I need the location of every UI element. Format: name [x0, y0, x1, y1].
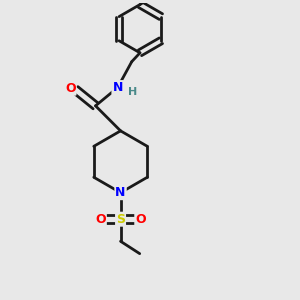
Text: O: O — [65, 82, 76, 95]
Text: O: O — [95, 213, 106, 226]
Text: H: H — [128, 87, 137, 97]
Text: N: N — [112, 81, 123, 94]
Text: N: N — [116, 186, 126, 199]
Text: S: S — [116, 213, 125, 226]
Text: O: O — [135, 213, 146, 226]
